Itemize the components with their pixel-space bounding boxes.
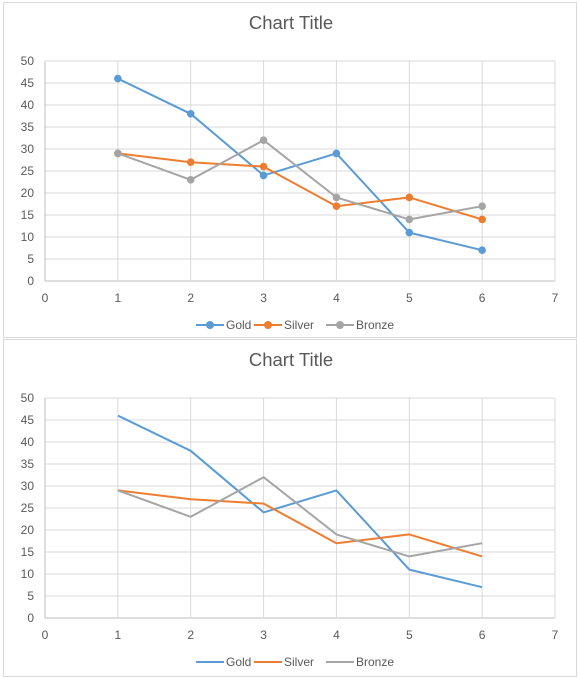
y-tick-label: 15 [21,545,35,559]
series-gold [117,414,483,589]
y-tick-label: 30 [21,479,35,493]
y-tick-label: 45 [21,413,35,427]
legend-item-gold: Gold [196,318,251,332]
data-point-silver [478,215,486,224]
data-point-gold [405,228,414,237]
data-point-gold [186,110,195,118]
x-tick-label: 3 [260,291,267,305]
y-tick-label: 15 [21,208,35,222]
legend-item-silver: Silver [254,318,314,332]
data-point-bronze [114,149,122,158]
legend-swatch-marker [336,321,344,329]
series-line-gold [117,77,483,252]
chart-title: Chart Title [249,12,333,33]
y-tick-label: 40 [21,98,35,112]
y-tick-label: 50 [21,391,35,405]
data-point-gold [478,246,486,254]
y-tick-label: 30 [21,142,35,156]
data-point-bronze [478,202,486,210]
data-point-bronze [186,176,195,184]
grid-lines [44,397,556,619]
x-tick-label: 6 [479,291,486,305]
legend: Gold Silver Bronze [196,655,394,669]
data-point-silver [332,202,341,210]
data-point-silver [186,158,195,166]
data-point-silver [259,162,268,171]
series-line-bronze [117,476,483,558]
series-line-gold [117,414,483,589]
y-tick-label: 0 [27,611,34,625]
y-tick-label: 20 [21,186,35,200]
legend-swatch-marker [264,321,272,329]
x-tick-label: 7 [552,628,559,642]
legend-item-bronze: Bronze [326,318,394,332]
legend-item-bronze: Bronze [326,655,394,669]
legend-item-silver: Silver [254,655,314,669]
y-tick-label: 5 [27,252,34,266]
x-tick-label: 1 [115,291,122,305]
chart-scatter-with-markers: Chart Title 0 5 10 15 20 25 30 35 40 45 50 0 1 2 3 4 5 6 7 G… [3,2,577,338]
y-tick-label: 45 [21,76,35,90]
x-tick-label: 1 [115,628,122,642]
legend-label: Silver [284,655,314,669]
series-silver [117,489,483,558]
x-tick-label: 5 [406,628,413,642]
x-tick-label: 5 [406,291,413,305]
y-tick-label: 25 [21,501,35,515]
data-point-silver [405,193,414,202]
y-tick-label: 35 [21,120,35,134]
x-tick-label: 3 [260,628,267,642]
x-tick-label: 6 [479,628,486,642]
x-tick-label: 7 [552,291,559,305]
chart-title: Chart Title [249,349,333,370]
legend-item-gold: Gold [196,655,251,669]
legend-swatch-marker [206,321,214,329]
x-tick-label: 4 [333,291,340,305]
chart-scatter-lines: Chart Title 0 5 10 15 20 25 30 35 40 45 50 0 1 2 3 4 5 6 7 G… [3,339,577,677]
y-tick-label: 0 [27,274,34,288]
data-point-gold [259,171,268,180]
data-point-gold [332,149,341,158]
y-tick-label: 35 [21,457,35,471]
y-tick-label: 20 [21,523,35,537]
y-tick-label: 10 [21,230,35,244]
series-line-bronze [117,139,483,221]
x-tick-label: 0 [42,291,49,305]
x-tick-label: 4 [333,628,340,642]
y-tick-label: 25 [21,164,35,178]
y-tick-label: 10 [21,567,35,581]
series-gold [114,74,486,254]
legend: Gold Silver Bronze [196,318,394,332]
legend-label: Gold [226,318,251,332]
data-point-bronze [259,136,268,144]
y-tick-label: 5 [27,589,34,603]
series-silver [114,149,486,224]
legend-label: Bronze [356,318,394,332]
series-bronze [114,136,486,224]
x-tick-label: 0 [42,628,49,642]
legend-label: Bronze [356,655,394,669]
y-tick-label: 50 [21,54,35,68]
series-bronze [117,476,483,558]
legend-label: Silver [284,318,314,332]
series-line-silver [117,152,483,221]
x-tick-label: 2 [187,628,194,642]
x-tick-label: 2 [187,291,194,305]
data-point-bronze [332,193,341,202]
legend-label: Gold [226,655,251,669]
y-tick-label: 40 [21,435,35,449]
series-line-silver [117,489,483,558]
grid-lines [44,60,556,282]
data-point-gold [114,74,122,83]
data-point-bronze [405,215,414,224]
